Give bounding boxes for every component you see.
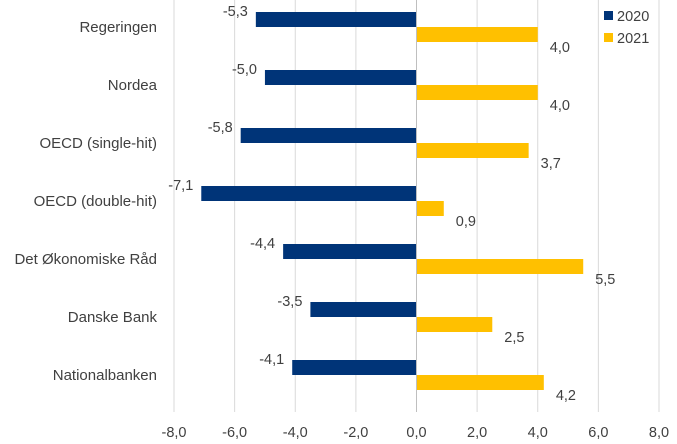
data-label-2021: 4,0 [550,98,570,114]
data-label-2020: -4,1 [259,352,284,368]
legend-swatch-2020 [604,11,613,20]
category-label: Danske Bank [68,309,158,326]
bar-2020 [255,12,417,27]
bar-2021 [416,201,444,216]
x-tick-labels: -8,0 -6,0 -4,0 -2,0 0,0 2,0 4,0 6,0 8,0 [162,425,670,441]
data-label-2020: -5,8 [208,120,233,136]
data-label-2020: -7,1 [168,178,193,194]
bar-2021 [416,259,584,274]
bar-2021 [416,85,538,100]
bar-2020 [292,360,417,375]
data-label-2020: -4,4 [250,236,275,252]
data-label-2021: 4,2 [556,388,576,404]
category-label: Nordea [108,77,158,94]
data-label-2020: -3,5 [277,294,302,310]
x-tick-label: 0,0 [406,425,426,441]
bar-2021 [416,317,493,332]
bar-2021 [416,375,544,390]
x-tick-label: -2,0 [343,425,368,441]
category-label: OECD (double-hit) [34,193,157,210]
bar-2020 [283,244,417,259]
legend-swatch-2021 [604,33,613,42]
category-label: Regeringen [79,19,157,36]
legend-label-2020: 2020 [617,9,649,25]
category-label: Nationalbanken [53,367,157,384]
x-tick-label: -4,0 [283,425,308,441]
data-label-2021: 3,7 [541,156,561,172]
bars [201,12,584,390]
gridlines [173,0,660,412]
data-label-2021: 4,0 [550,40,570,56]
legend: 2020 2021 [604,9,649,47]
x-tick-label: 4,0 [528,425,548,441]
x-tick-label: 8,0 [649,425,669,441]
x-tick-label: 6,0 [588,425,608,441]
category-label: Det Økonomiske Råd [14,251,157,268]
data-label-2021: 2,5 [504,330,524,346]
category-labels: Regeringen Nordea OECD (single-hit) OECD (d… [14,19,157,384]
data-label-2020: -5,3 [223,4,248,20]
bar-2020 [310,302,417,317]
bar-2021 [416,143,529,158]
category-label: OECD (single-hit) [39,135,157,152]
bar-2021 [416,27,538,42]
bar-2020 [240,128,417,143]
data-labels: -5,3 4,0 -5,0 4,0 -5,8 3,7 -7,1 0,9 -4,4 5,5 -3,5 2… [168,4,615,404]
data-label-2021: 0,9 [456,214,476,230]
data-label-2021: 5,5 [595,272,615,288]
data-label-2020: -5,0 [232,62,257,78]
x-tick-label: 2,0 [467,425,487,441]
bar-2020 [264,70,417,85]
legend-label-2021: 2021 [617,31,649,47]
x-tick-label: -6,0 [222,425,247,441]
x-tick-label: -8,0 [162,425,187,441]
bar-2020 [201,186,417,201]
